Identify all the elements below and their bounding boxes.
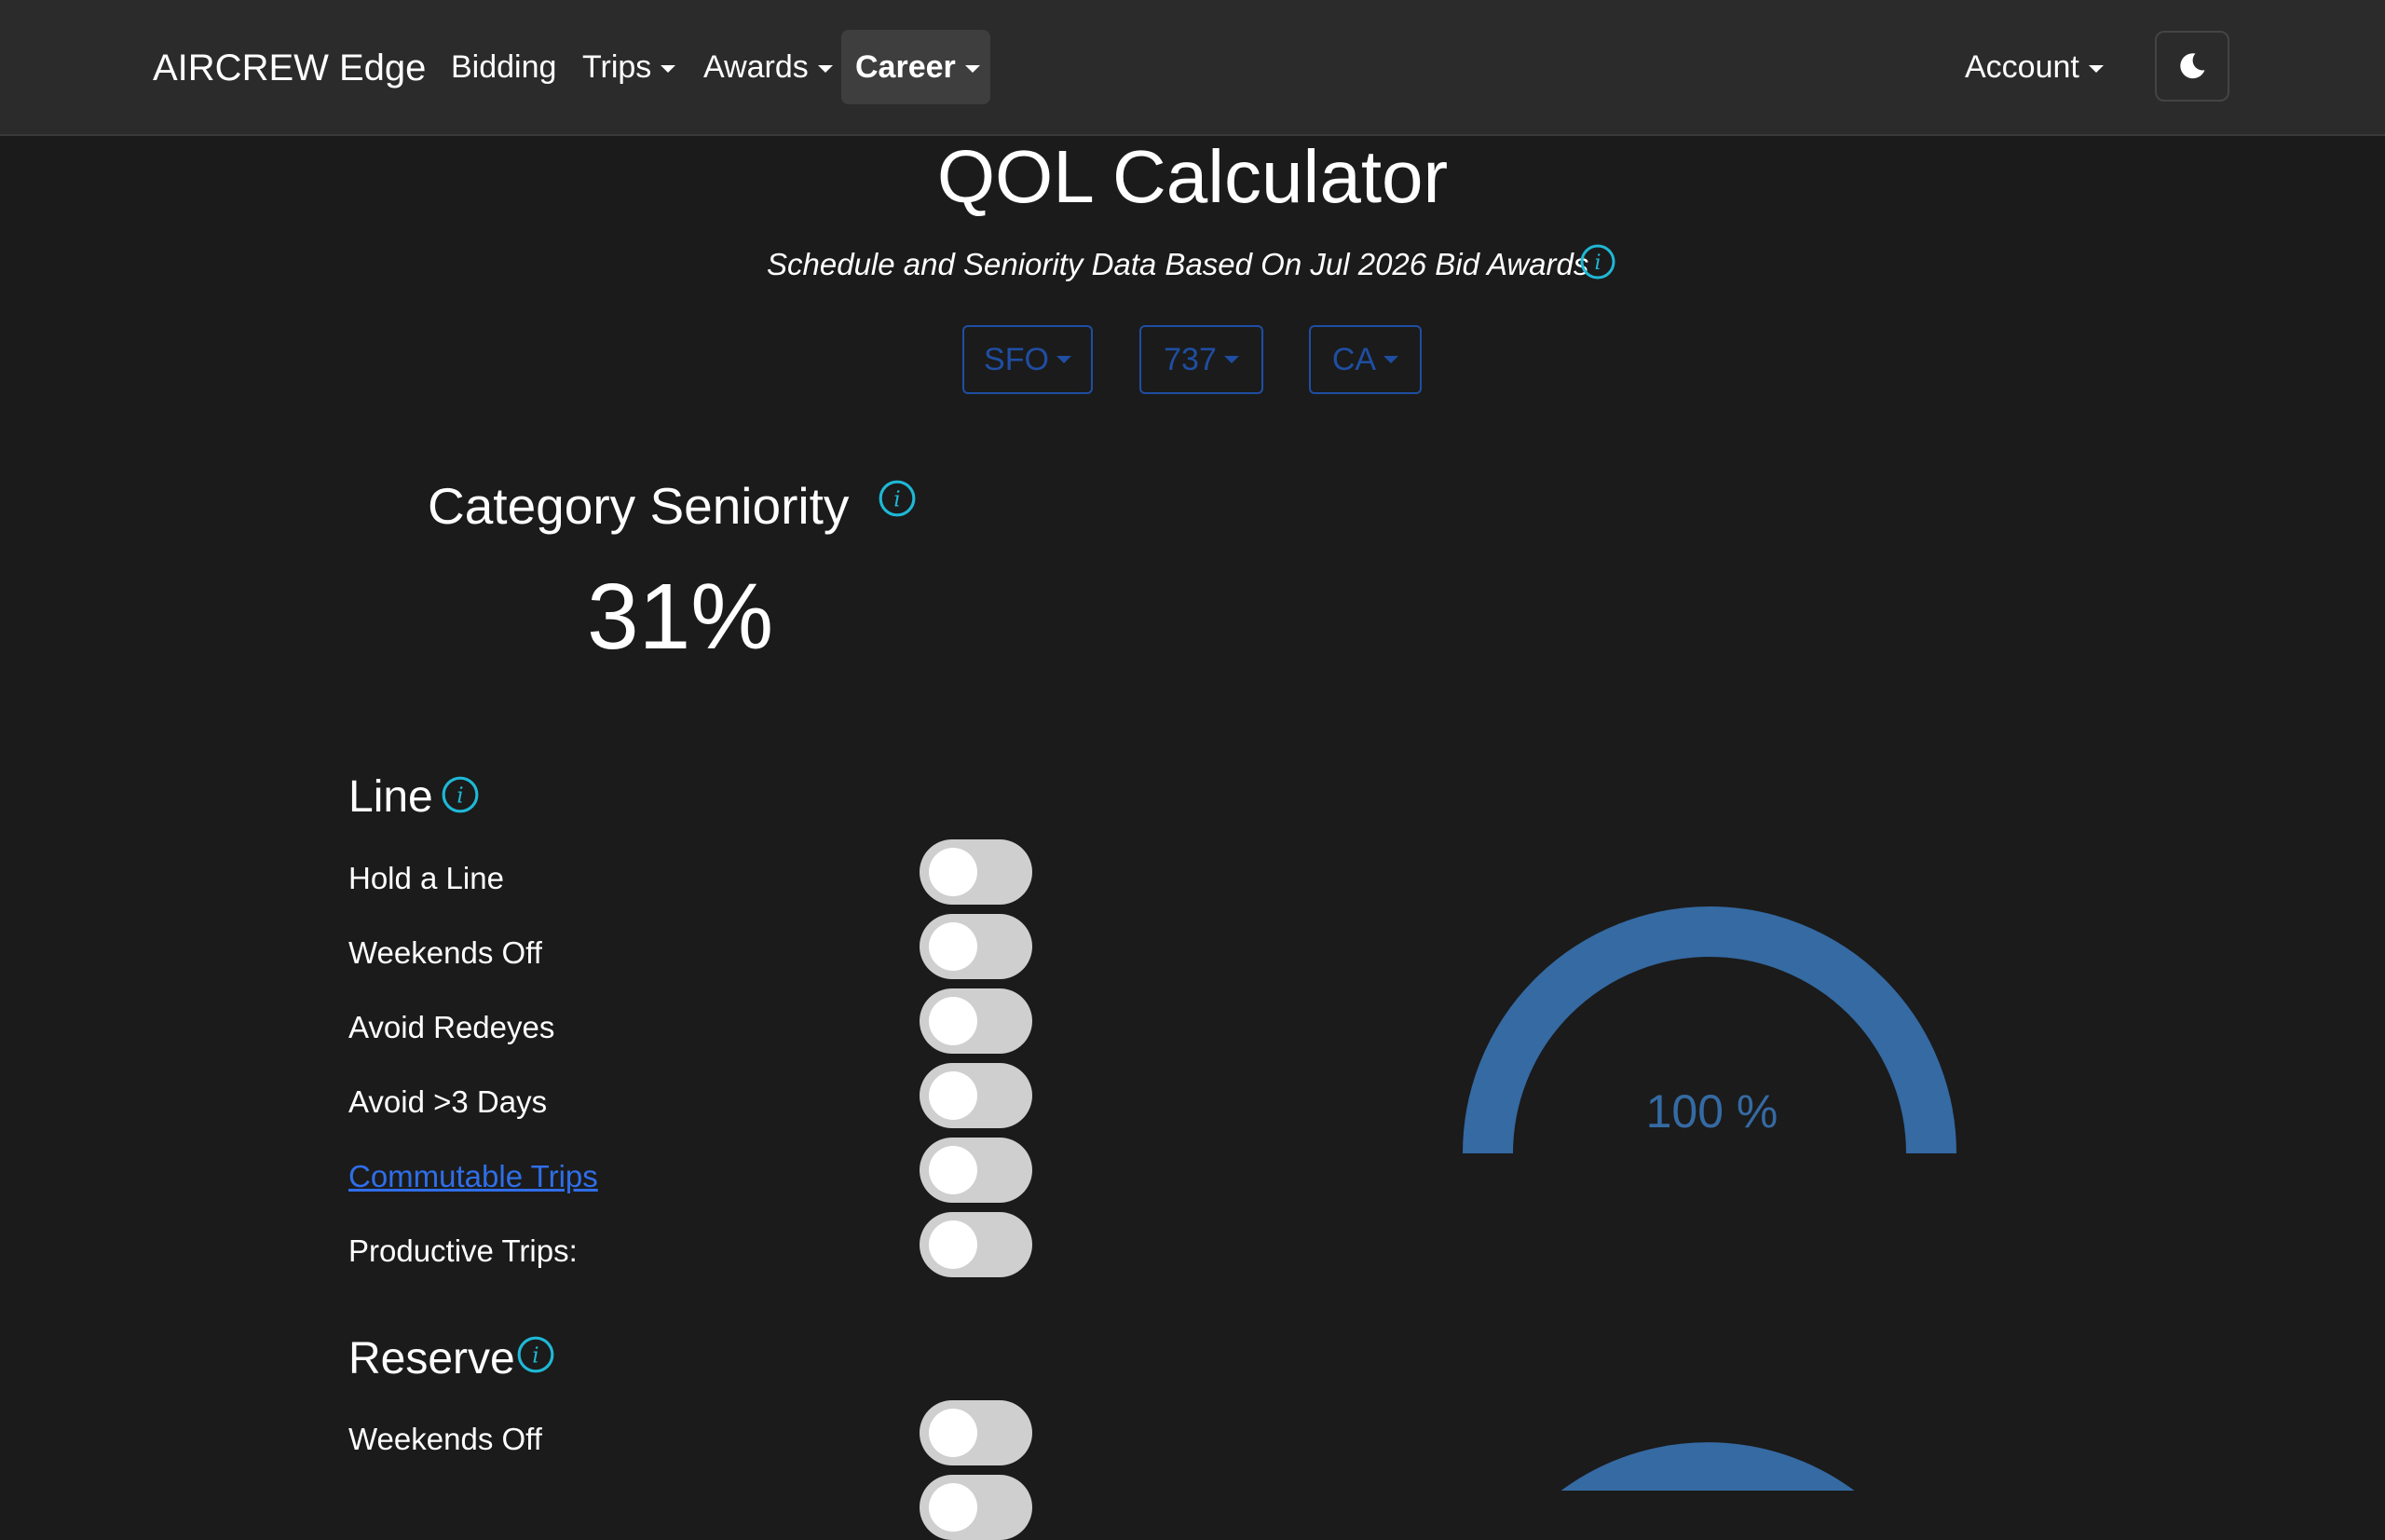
- seniority-title: Category Seniority: [428, 477, 850, 535]
- line-option-avoid-redeyes: Avoid Redeyes: [348, 1010, 555, 1044]
- svg-text:i: i: [532, 1343, 538, 1368]
- seat-select[interactable]: CA: [1309, 325, 1422, 394]
- theme-toggle-button[interactable]: [2155, 31, 2229, 102]
- base-select[interactable]: SFO: [962, 325, 1093, 394]
- page-subtitle: Schedule and Seniority Data Based On Jul…: [767, 247, 1589, 281]
- seniority-value: 31%: [587, 565, 774, 669]
- avoid-3-days-toggle[interactable]: [920, 1063, 1032, 1128]
- nav-career-label: Career: [855, 49, 956, 85]
- reserve-next-toggle[interactable]: [920, 1475, 1032, 1540]
- nav-trips-label: Trips: [582, 49, 652, 85]
- reserve-option-weekends-off: Weekends Off: [348, 1422, 542, 1456]
- svg-text:i: i: [1594, 252, 1601, 275]
- brand-link[interactable]: AIRCREW Edge: [153, 48, 427, 89]
- line-option-hold-a-line: Hold a Line: [348, 861, 504, 895]
- seat-select-value: CA: [1331, 341, 1377, 377]
- reserve-qol-gauge: [1560, 1442, 1855, 1491]
- toggle-knob: [929, 1220, 977, 1269]
- line-weekends-off-toggle[interactable]: [920, 914, 1032, 979]
- toggle-knob: [929, 997, 977, 1045]
- nav-awards-label: Awards: [703, 49, 809, 85]
- reserve-info-icon[interactable]: i: [516, 1335, 555, 1374]
- toggle-knob: [929, 1146, 977, 1194]
- info-icon[interactable]: i: [1579, 243, 1616, 280]
- account-dropdown[interactable]: Account: [1965, 51, 2104, 83]
- line-info-icon[interactable]: i: [441, 775, 480, 814]
- productive-trips-toggle[interactable]: [920, 1212, 1032, 1277]
- line-option-productive-trips: Productive Trips:: [348, 1233, 578, 1268]
- base-select-value: SFO: [984, 341, 1049, 377]
- line-option-avoid-3-days: Avoid >3 Days: [348, 1084, 548, 1119]
- toggle-knob: [929, 922, 977, 971]
- toggle-knob: [929, 1071, 977, 1120]
- commutable-trips-link[interactable]: Commutable Trips: [348, 1159, 598, 1193]
- nav-trips-dropdown[interactable]: Trips: [582, 51, 675, 83]
- moon-icon: [2180, 53, 2205, 79]
- line-gauge-value: 100 %: [1645, 1085, 1779, 1138]
- equipment-select-value: 737: [1164, 341, 1217, 377]
- commutable-trips-toggle[interactable]: [920, 1138, 1032, 1203]
- top-navbar: AIRCREW Edge Bidding Trips Awards Career…: [0, 0, 2385, 136]
- svg-text:i: i: [457, 784, 463, 808]
- seniority-info-icon[interactable]: i: [878, 479, 917, 518]
- line-section-title: Line: [348, 772, 433, 822]
- avoid-redeyes-toggle[interactable]: [920, 988, 1032, 1054]
- line-option-weekends-off: Weekends Off: [348, 935, 542, 970]
- page-title: QOL Calculator: [936, 135, 1449, 218]
- reserve-section-title: Reserve: [348, 1334, 515, 1383]
- reserve-weekends-off-toggle[interactable]: [920, 1400, 1032, 1465]
- nav-bidding[interactable]: Bidding: [451, 49, 557, 85]
- hold-a-line-toggle[interactable]: [920, 839, 1032, 905]
- toggle-knob: [929, 848, 977, 896]
- nav-awards-dropdown[interactable]: Awards: [703, 51, 833, 83]
- account-label: Account: [1965, 49, 2079, 85]
- toggle-knob: [929, 1409, 977, 1457]
- reserve-gauge-arc: [1560, 1442, 1855, 1491]
- svg-text:i: i: [893, 487, 900, 511]
- line-qol-gauge: [1463, 906, 1956, 1154]
- line-gauge-arc: [1463, 906, 1956, 1154]
- nav-career-dropdown[interactable]: Career: [855, 51, 980, 83]
- equipment-select[interactable]: 737: [1139, 325, 1263, 394]
